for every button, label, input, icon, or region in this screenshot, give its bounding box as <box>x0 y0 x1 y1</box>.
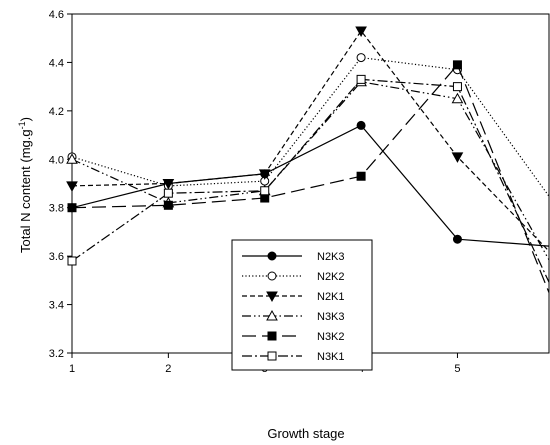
series-n3k2 <box>67 60 549 295</box>
legend-label: N3K2 <box>317 331 345 343</box>
data-point <box>356 120 366 130</box>
data-point <box>355 26 367 37</box>
y-tick-label: 4.0 <box>49 154 64 166</box>
legend-marker <box>266 309 278 321</box>
y-axis-title-superscript: -1 <box>17 121 27 129</box>
y-axis-title: Total N content (mg.g-1) <box>17 117 33 253</box>
legend-label: N3K1 <box>317 351 345 363</box>
series-line-n3k1 <box>72 78 549 284</box>
legend-marker <box>267 251 277 261</box>
data-point <box>451 92 464 104</box>
x-tick-label: 5 <box>454 363 460 375</box>
y-tick-label: 4.4 <box>49 57 64 69</box>
data-point <box>451 152 464 163</box>
legend-label: N2K1 <box>317 291 345 303</box>
series-line-n2k1 <box>72 29 549 253</box>
series-layer <box>66 26 549 295</box>
y-tick-label: 4.6 <box>49 9 64 21</box>
y-axis-title-close: ) <box>18 117 33 121</box>
legend-marker <box>267 331 277 341</box>
series-line-n3k2 <box>72 63 549 295</box>
data-point <box>258 169 271 180</box>
data-point <box>356 171 366 181</box>
data-point <box>66 181 78 192</box>
series-line-n3k3 <box>72 81 549 262</box>
y-axis-title-main: Total N content (mg.g <box>18 129 33 253</box>
data-point <box>67 203 77 213</box>
data-point <box>452 82 462 92</box>
y-tick-label: 3.4 <box>49 300 64 312</box>
y-tick-label: 3.6 <box>49 251 64 263</box>
legend-box <box>231 239 373 371</box>
series-n2k2 <box>67 53 549 198</box>
data-point <box>452 60 462 70</box>
data-point <box>260 186 270 196</box>
data-point <box>163 200 173 210</box>
legend-label: N3K3 <box>317 311 345 323</box>
data-point <box>356 53 366 63</box>
labels-layer: Growth stage Total N content (mg.g-1) <box>17 117 345 441</box>
series-line-n2k2 <box>72 56 549 198</box>
data-point <box>67 256 77 266</box>
legend-label: N2K3 <box>317 251 345 263</box>
y-tick-label: 3.8 <box>49 203 64 215</box>
data-point <box>66 153 78 164</box>
legend-marker <box>266 291 278 303</box>
series-n3k1 <box>67 74 549 284</box>
legend-marker <box>267 271 277 281</box>
legend-label: N2K2 <box>317 271 345 283</box>
legend-marker <box>267 351 277 361</box>
series-line-n2k3 <box>72 124 549 247</box>
data-point <box>452 234 462 244</box>
data-point <box>162 179 175 190</box>
x-tick-label: 2 <box>165 363 171 375</box>
series-n2k1 <box>66 26 549 253</box>
x-tick-label: 1 <box>69 363 75 375</box>
data-point <box>163 188 173 198</box>
x-axis-title: Growth stage <box>267 426 344 441</box>
y-tick-label: 3.2 <box>49 348 64 360</box>
legend: N2K3 N2K2 N2K1 N3K3 N3K2 N3K1 <box>231 239 373 371</box>
y-tick-label: 4.2 <box>49 106 64 118</box>
data-point <box>356 74 366 84</box>
